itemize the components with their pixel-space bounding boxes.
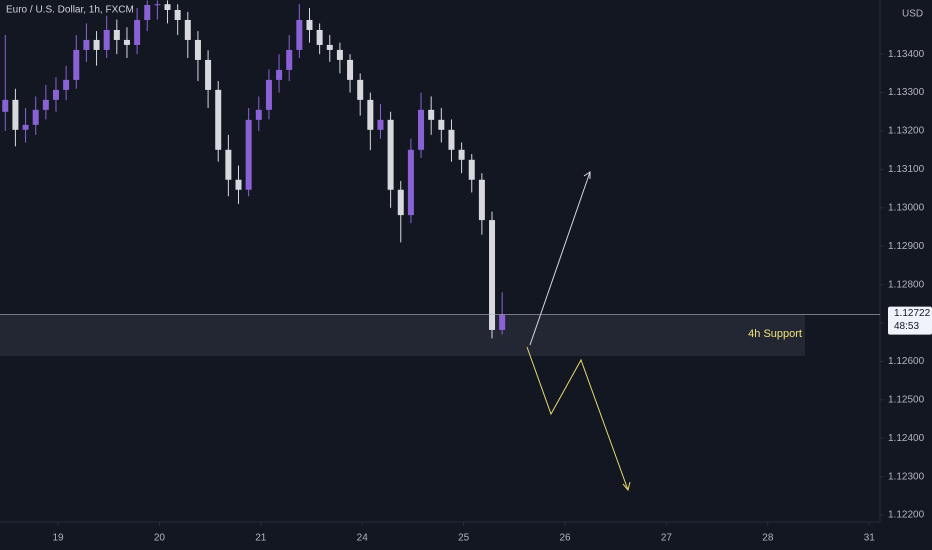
candle-body xyxy=(397,189,404,216)
y-tick-label: 1.12500 xyxy=(888,394,925,405)
candle-body xyxy=(205,59,212,90)
y-tick-label: 1.13200 xyxy=(888,126,925,137)
x-tick-label: 31 xyxy=(864,533,876,544)
x-tick-label: 24 xyxy=(357,533,369,544)
candle-body xyxy=(499,314,506,330)
y-tick-label: 1.12600 xyxy=(888,356,925,367)
y-tick-label: 1.13000 xyxy=(888,202,925,213)
candle-body xyxy=(83,39,90,50)
candle-body xyxy=(255,109,262,120)
candle-body xyxy=(448,129,455,150)
candle-body xyxy=(73,49,80,80)
candle-body xyxy=(2,99,9,112)
candle-body xyxy=(367,99,374,130)
candle-body xyxy=(235,179,242,190)
x-tick-label: 20 xyxy=(154,533,166,544)
candle-body xyxy=(184,19,191,40)
candle-body xyxy=(63,79,70,90)
candle-body xyxy=(32,109,39,125)
down-scenario-arrow xyxy=(526,346,629,491)
candle-body xyxy=(306,19,313,30)
x-tick-label: 19 xyxy=(52,533,64,544)
candle-body xyxy=(296,19,303,50)
y-tick-label: 1.12200 xyxy=(888,510,925,521)
candle-body xyxy=(215,89,222,150)
candle-body xyxy=(113,29,120,40)
candle-body xyxy=(276,69,283,80)
candle-body xyxy=(194,39,201,60)
y-tick-label: 1.13100 xyxy=(888,164,925,175)
candle-body xyxy=(174,9,181,20)
last-price-label: 1.12722 xyxy=(894,308,931,319)
x-tick-label: 26 xyxy=(559,533,571,544)
candle-body xyxy=(347,59,354,80)
up-arrow-head xyxy=(583,171,591,179)
support-zone xyxy=(0,315,805,356)
last-price-box xyxy=(888,306,932,335)
candle-body xyxy=(42,99,49,110)
up-scenario-arrow xyxy=(529,171,591,346)
down-arrow-head xyxy=(622,481,631,492)
candle-body xyxy=(357,79,364,100)
candle-body xyxy=(326,44,333,50)
candle-body xyxy=(52,89,59,100)
candle-body xyxy=(407,149,414,216)
candle-body xyxy=(154,4,161,6)
candle-body xyxy=(12,99,19,130)
y-tick-label: 1.13400 xyxy=(888,49,925,60)
candle-body xyxy=(103,29,110,50)
x-tick-label: 21 xyxy=(255,533,267,544)
candle-body xyxy=(468,159,475,180)
candle-body xyxy=(22,124,29,130)
candle-body xyxy=(164,4,171,10)
candle-body xyxy=(428,109,435,120)
y-tick-label: 1.12300 xyxy=(888,471,925,482)
y-tick-label: 1.12800 xyxy=(888,279,925,290)
candle-body xyxy=(478,179,485,221)
currency-label: USD xyxy=(902,9,923,20)
candle-body xyxy=(387,119,394,190)
x-tick-label: 27 xyxy=(661,533,673,544)
countdown-label: 48:53 xyxy=(894,321,919,332)
y-tick-label: 1.12900 xyxy=(888,241,925,252)
y-tick-label: 1.13300 xyxy=(888,87,925,98)
candle-body xyxy=(245,119,252,190)
x-tick-label: 25 xyxy=(458,533,470,544)
y-tick-label: 1.12400 xyxy=(888,433,925,444)
support-label: 4h Support xyxy=(748,328,802,340)
candle-body xyxy=(93,39,100,50)
candle-body xyxy=(225,149,232,180)
chart-title: Euro / U.S. Dollar, 1h, FXCM xyxy=(6,5,134,16)
candle-body xyxy=(316,29,323,45)
candle-body xyxy=(489,220,496,330)
candle-body xyxy=(286,49,293,70)
candle-body xyxy=(458,149,465,160)
candle-body xyxy=(144,4,151,20)
x-tick-label: 28 xyxy=(762,533,774,544)
candle-body xyxy=(134,19,141,45)
candle-body xyxy=(265,79,272,110)
candle-body xyxy=(418,109,425,150)
candle-body xyxy=(123,39,130,45)
candle-body xyxy=(377,119,384,130)
candle-body xyxy=(438,119,445,130)
candle-body xyxy=(336,49,343,60)
